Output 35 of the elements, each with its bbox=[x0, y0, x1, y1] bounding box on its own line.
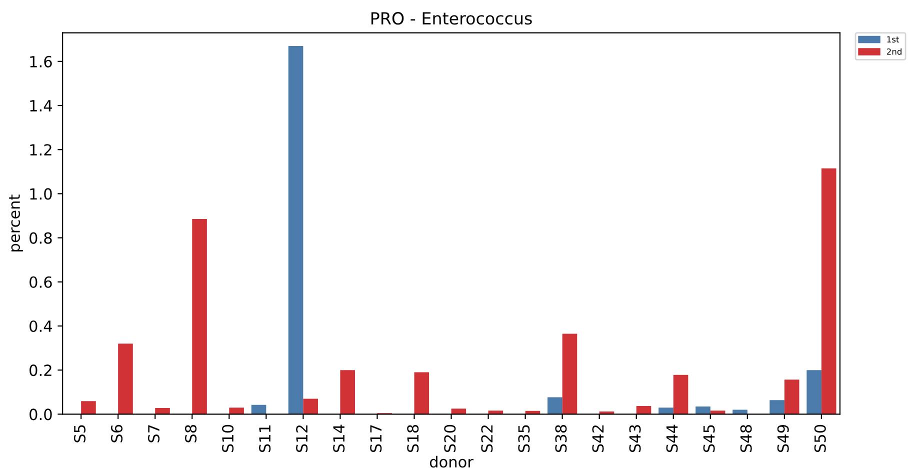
x-tick-label: S50 bbox=[814, 424, 826, 452]
y-tick-label: 0.6 bbox=[30, 276, 52, 288]
x-tick-label: S22 bbox=[481, 425, 493, 452]
chart-title: PRO - Enterococcus bbox=[371, 12, 532, 25]
x-tick-label: S8 bbox=[185, 424, 197, 442]
x-tick-label: S14 bbox=[333, 424, 345, 452]
x-tick-label: S11 bbox=[259, 425, 271, 452]
legend-label: 2nd bbox=[886, 48, 902, 55]
y-tick-label: 0.8 bbox=[30, 232, 52, 244]
y-tick-label: 0.4 bbox=[30, 320, 52, 332]
y-tick-label: 1.0 bbox=[30, 188, 52, 200]
x-tick-label: S20 bbox=[444, 424, 456, 452]
x-tick-label: S12 bbox=[296, 425, 308, 452]
x-tick-label: S44 bbox=[666, 424, 678, 452]
legend-label: 1st bbox=[887, 36, 900, 43]
x-tick-label: S17 bbox=[370, 425, 382, 452]
x-tick-label: S35 bbox=[518, 425, 530, 452]
y-tick-label: 0.0 bbox=[30, 408, 52, 420]
y-tick-label: 1.2 bbox=[30, 144, 52, 156]
y-tick-label: 1.4 bbox=[30, 100, 52, 112]
x-tick-label: S48 bbox=[740, 424, 752, 452]
x-tick-label: S7 bbox=[148, 425, 160, 442]
x-tick-label: S18 bbox=[407, 424, 419, 452]
y-tick-label: 1.6 bbox=[30, 56, 52, 68]
x-axis-title: donor bbox=[430, 456, 474, 468]
x-tick-label: S45 bbox=[703, 425, 715, 452]
x-tick-label: S42 bbox=[592, 425, 604, 452]
x-tick-label: S49 bbox=[777, 424, 789, 452]
x-tick-label: S6 bbox=[110, 424, 123, 442]
x-tick-label: S38 bbox=[555, 424, 567, 452]
y-tick-label: 0.2 bbox=[30, 364, 52, 376]
y-axis-title: percent bbox=[9, 194, 23, 252]
x-tick-label: S10 bbox=[222, 424, 234, 452]
x-tick-label: S43 bbox=[629, 425, 641, 452]
x-tick-label: S5 bbox=[74, 425, 86, 442]
